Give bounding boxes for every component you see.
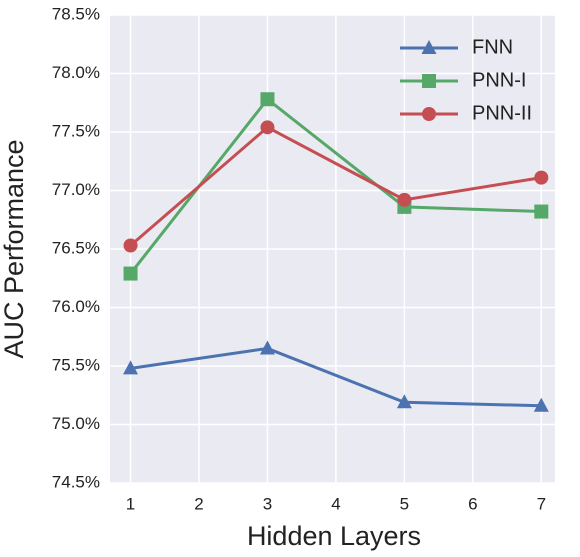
marker bbox=[422, 74, 436, 88]
y-tick-label: 75.5% bbox=[52, 355, 100, 374]
marker bbox=[123, 360, 139, 375]
y-tick-label: 78.0% bbox=[52, 63, 100, 82]
marker bbox=[534, 204, 549, 219]
marker bbox=[123, 238, 138, 253]
x-tick-label: 6 bbox=[468, 494, 477, 513]
y-tick-label: 77.5% bbox=[52, 121, 100, 140]
series-line bbox=[129, 125, 542, 247]
marker bbox=[397, 192, 412, 207]
legend-label: PNN-I bbox=[472, 69, 526, 91]
marker bbox=[259, 340, 275, 355]
marker bbox=[123, 266, 138, 281]
x-tick-label: 7 bbox=[537, 494, 546, 513]
y-tick-label: 75.0% bbox=[52, 414, 100, 433]
x-tick-label: 5 bbox=[400, 494, 409, 513]
y-tick-label: 77.0% bbox=[52, 180, 100, 199]
marker bbox=[396, 394, 412, 409]
series-line bbox=[130, 346, 542, 408]
x-tick-label: 3 bbox=[263, 494, 272, 513]
y-tick-label: 78.5% bbox=[52, 4, 100, 23]
marker bbox=[260, 120, 275, 135]
x-tick-label: 4 bbox=[331, 494, 340, 513]
y-axis-label: AUC Performance bbox=[0, 139, 29, 358]
x-tick-label: 2 bbox=[194, 494, 203, 513]
marker bbox=[533, 397, 549, 412]
marker bbox=[534, 170, 549, 185]
x-tick-label: 1 bbox=[126, 494, 135, 513]
y-tick-label: 76.0% bbox=[52, 297, 100, 316]
y-tick-label: 74.5% bbox=[52, 472, 100, 491]
legend-label: PNN-II bbox=[472, 102, 532, 124]
marker bbox=[421, 40, 437, 54]
y-tick-label: 76.5% bbox=[52, 238, 100, 257]
legend-label: FNN bbox=[472, 36, 513, 58]
marker bbox=[260, 92, 275, 107]
marker bbox=[422, 107, 436, 121]
x-axis-label: Hidden Layers bbox=[247, 521, 421, 551]
